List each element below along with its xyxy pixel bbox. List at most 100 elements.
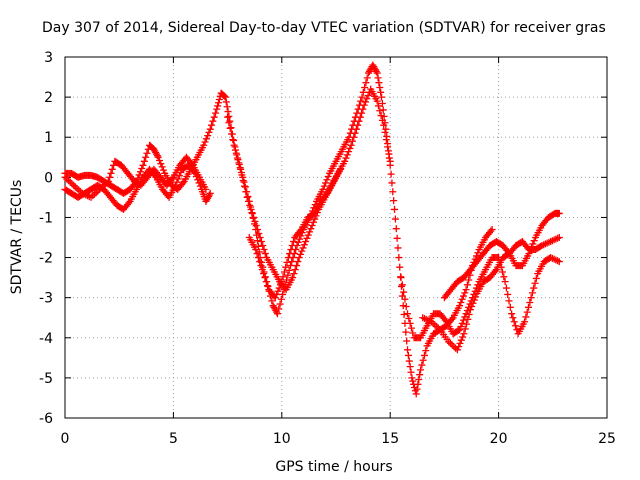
data-point-interp: [431, 321, 439, 329]
data-point-interp: [377, 112, 385, 120]
data-point-interp: [491, 267, 499, 275]
data-point-interp: [374, 102, 382, 110]
data-point-interp: [529, 240, 537, 248]
data-point-interp: [248, 209, 256, 217]
data-point-interp: [135, 171, 143, 179]
data-point-interp: [414, 380, 422, 388]
data-point-interp: [405, 357, 413, 365]
data-point: [139, 161, 147, 169]
data-point-interp: [459, 316, 467, 324]
data-point-interp: [156, 156, 164, 164]
data-point-interp: [208, 121, 216, 129]
data-point-interp: [506, 303, 514, 311]
data-point-interp: [454, 327, 462, 335]
data-point: [319, 185, 327, 193]
x-axis: 0 5 10 15 20 25: [61, 57, 616, 447]
data-point-interp: [290, 238, 298, 246]
data-point: [230, 141, 238, 149]
data-point-interp: [361, 98, 369, 106]
data-point-interp: [73, 185, 81, 193]
data-point: [154, 153, 162, 161]
data-point-interp: [457, 323, 465, 331]
data-point: [521, 318, 529, 326]
data-point: [286, 262, 294, 270]
data-point-interp: [530, 237, 538, 245]
data-point-interp: [357, 97, 365, 105]
grid: [65, 57, 607, 418]
data-point: [373, 97, 381, 105]
y-axis: -6 -5 -4 -3 -2 -1 0 1 2 3: [39, 50, 607, 427]
y-tick-label: -4: [39, 331, 53, 347]
data-point: [341, 157, 349, 165]
data-point-interp: [260, 246, 268, 254]
data-point-interp: [261, 274, 269, 282]
data-point-interp: [380, 112, 388, 120]
data-point-interp: [234, 156, 242, 164]
data-point-interp: [474, 249, 482, 257]
data-point-interp: [355, 117, 363, 125]
data-point-interp: [459, 333, 467, 341]
data-point-interp: [107, 169, 115, 177]
data-point-interp: [415, 375, 423, 383]
data-point: [347, 141, 355, 149]
data-point: [202, 185, 210, 193]
data-point-interp: [260, 270, 268, 278]
data-point-interp: [407, 324, 415, 332]
data-point: [172, 181, 180, 189]
data-point-interp: [256, 258, 264, 266]
data-point: [302, 238, 310, 246]
data-point-interp: [283, 258, 291, 266]
data-point-interp: [351, 129, 359, 137]
data-point-interp: [407, 368, 415, 376]
data-point: [488, 225, 496, 233]
data-point-interp: [306, 228, 314, 236]
data-point-interp: [403, 337, 411, 345]
data-point-interp: [448, 315, 456, 323]
data-point-interp: [233, 151, 241, 159]
data-point-interp: [392, 225, 400, 233]
data-point-interp: [537, 242, 545, 250]
plot-frame: [64, 56, 608, 419]
data-point-interp: [406, 319, 414, 327]
data-point-interp: [214, 99, 222, 107]
y-tick-label: -5: [39, 371, 53, 387]
data-point: [308, 221, 316, 229]
data-point: [527, 294, 535, 302]
data-point-interp: [530, 284, 538, 292]
data-point-interp: [372, 67, 380, 75]
data-point-interp: [320, 182, 328, 190]
data-point: [237, 165, 245, 173]
data-point-interp: [205, 128, 213, 136]
data-point-interp: [239, 177, 247, 185]
y-tick-label: -2: [39, 251, 53, 267]
data-point: [221, 93, 229, 101]
data-point: [382, 125, 390, 133]
data-point-interp: [397, 282, 405, 290]
data-point: [555, 258, 563, 266]
data-point-interp: [469, 299, 477, 307]
data-point-interp: [350, 133, 358, 141]
data-point-interp: [422, 347, 430, 355]
data-point-interp: [209, 117, 217, 125]
data-point-interp: [361, 83, 369, 91]
series-layer: [61, 61, 563, 398]
data-point: [555, 209, 563, 217]
data-point: [460, 330, 468, 338]
data-point-interp: [173, 178, 181, 186]
data-point-interp: [472, 293, 480, 301]
data-point-interp: [359, 88, 367, 96]
data-point-interp: [247, 205, 255, 213]
data-point-interp: [362, 79, 370, 87]
data-point-interp: [512, 322, 520, 330]
data-point-interp: [416, 371, 424, 379]
data-point-interp: [294, 238, 302, 246]
data-point-interp: [309, 218, 317, 226]
data-point-interp: [457, 336, 465, 344]
data-point-interp: [500, 273, 508, 281]
y-tick-label: -1: [39, 210, 53, 226]
data-point: [256, 234, 264, 241]
data-point: [252, 246, 260, 254]
y-tick-label: -6: [39, 411, 53, 427]
data-point-interp: [398, 281, 406, 289]
